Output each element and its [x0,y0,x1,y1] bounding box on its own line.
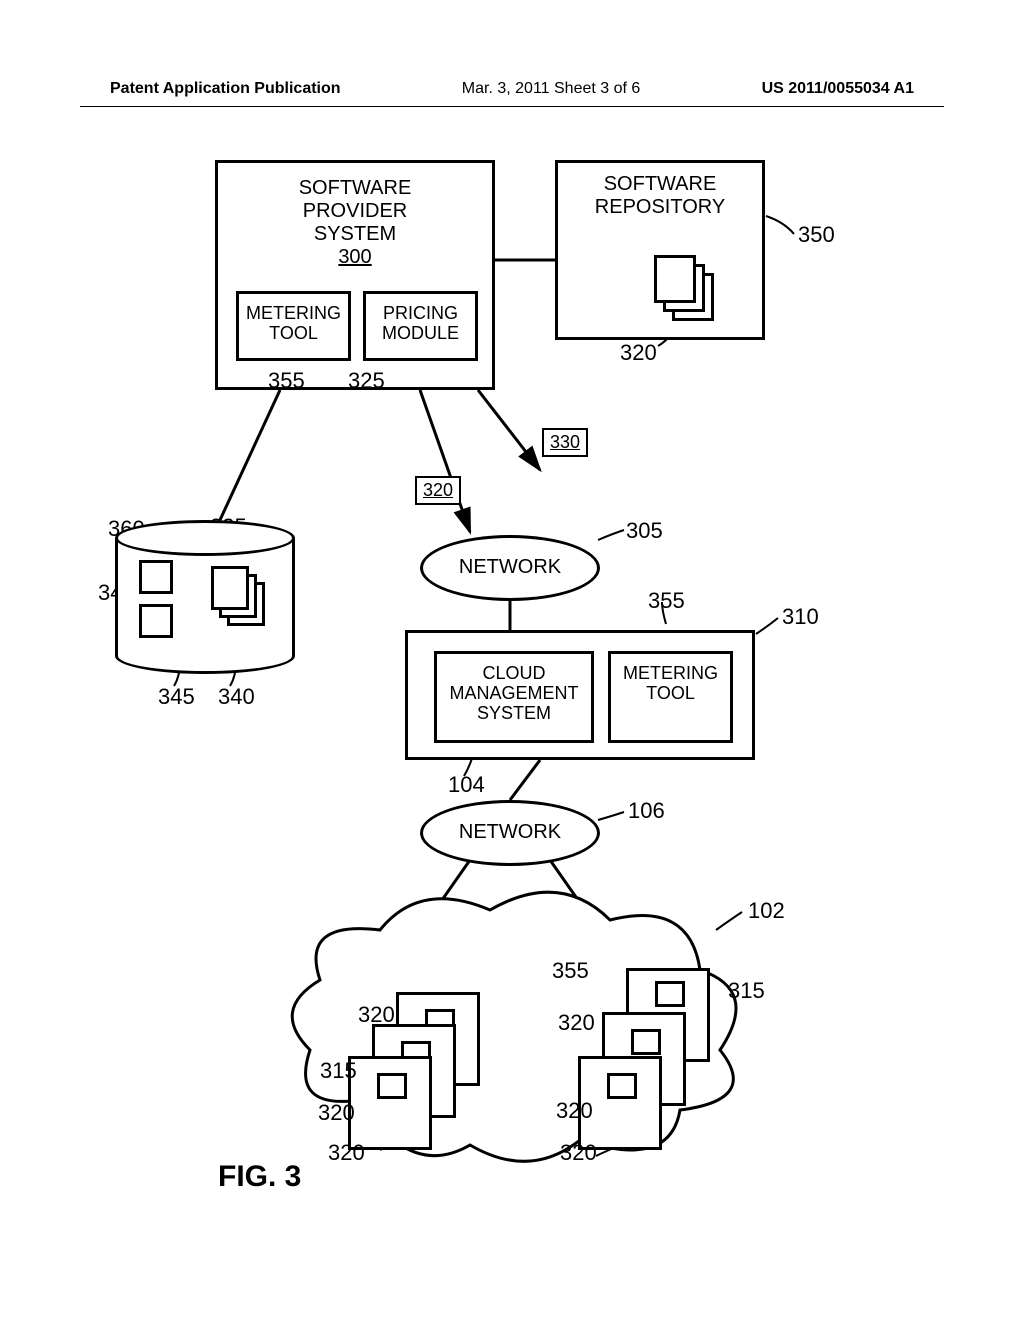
db-item [139,604,173,638]
ref-106: 106 [628,798,665,824]
metering-tool-box-2: METERING TOOL [608,651,733,743]
network-1-label: NETWORK [459,556,561,578]
ref-320-mid-box: 320 [415,476,461,505]
ref-355-cm: 355 [648,588,685,614]
db-item [139,560,173,594]
ref-355-cloud: 355 [552,958,589,984]
sps-ref: 300 [338,246,371,268]
ref-350: 350 [798,222,835,248]
vm-sw-icon [377,1073,407,1099]
ref-320-cloud-l3: 320 [328,1140,365,1166]
cloud-mgmt-label: CLOUD MANAGEMENT SYSTEM [449,663,578,723]
publication-label: Patent Application Publication [110,80,341,98]
ref-104: 104 [448,772,485,798]
vm-sw-icon [655,981,685,1007]
page-header: Patent Application Publication Mar. 3, 2… [0,80,1024,98]
ref-102: 102 [748,898,785,924]
network-2-label: NETWORK [459,821,561,843]
ref-305: 305 [626,518,663,544]
ref-315-l: 315 [320,1058,357,1084]
ref-320-cloud-r2: 320 [556,1098,593,1124]
ref-320-cloud-l2: 320 [318,1100,355,1126]
figure-label: FIG. 3 [218,1160,301,1194]
ref-345: 345 [158,684,195,710]
software-provider-system-box: SOFTWARE PROVIDER SYSTEM 300 METERING TO… [215,160,495,390]
cylinder-top [115,520,295,556]
database-cylinder [115,520,295,670]
sps-title-text: SOFTWARE PROVIDER SYSTEM [218,177,492,246]
network-1: NETWORK [420,535,600,601]
cloud-mgmt-system-box: CLOUD MANAGEMENT SYSTEM [434,651,594,743]
ref-340: 340 [218,684,255,710]
ref-320-repo: 320 [620,340,657,366]
ref-315-r: 315 [728,978,765,1004]
ref-320-cloud-r3: 320 [560,1140,597,1166]
ref-320-cloud-r1: 320 [558,1010,595,1036]
vm-sw-icon [631,1029,661,1055]
vm-sw-icon [607,1073,637,1099]
ref-310: 310 [782,604,819,630]
ref-320-cloud-l1: 320 [358,1002,395,1028]
doc-icon [654,255,696,303]
pricing-module-label: PRICING MODULE [382,303,459,343]
software-repository-box: SOFTWARE REPOSITORY [555,160,765,340]
metering-tool-label-2: METERING TOOL [623,663,718,703]
repo-title: SOFTWARE REPOSITORY [558,173,762,219]
metering-tool-label: METERING TOOL [246,303,341,343]
pricing-module-box: PRICING MODULE [363,291,478,361]
ref-355-sps: 355 [268,368,305,394]
metering-tool-box: METERING TOOL [236,291,351,361]
ref-330-box: 330 [542,428,588,457]
sps-title: SOFTWARE PROVIDER SYSTEM 300 [218,177,492,269]
vm-box [348,1056,432,1150]
ref-325: 325 [348,368,385,394]
publication-number: US 2011/0055034 A1 [762,80,914,98]
db-doc-icon [211,566,249,610]
cylinder-bottom [115,638,295,674]
header-rule [80,106,944,107]
network-2: NETWORK [420,800,600,866]
date-sheet: Mar. 3, 2011 Sheet 3 of 6 [462,80,641,98]
cloud-mgmt-container: CLOUD MANAGEMENT SYSTEM METERING TOOL [405,630,755,760]
figure-canvas: SOFTWARE PROVIDER SYSTEM 300 METERING TO… [0,140,1024,1240]
